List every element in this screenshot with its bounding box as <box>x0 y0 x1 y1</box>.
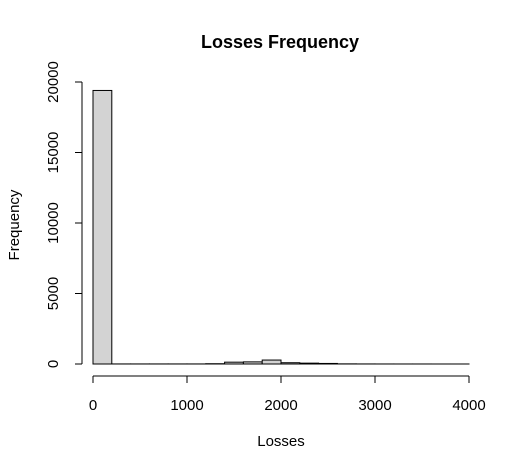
histogram-bar-0 <box>92 89 113 365</box>
histogram-bar-8 <box>242 361 263 365</box>
histogram-bar-7 <box>224 361 244 365</box>
x-tick-label-0: 0 <box>89 397 97 414</box>
histogram-bar-9 <box>261 359 282 365</box>
y-tick-label-5000: 5000 <box>45 277 62 310</box>
x-tick-label-3000: 3000 <box>358 397 391 414</box>
x-axis: 0 1000 2000 3000 4000 <box>89 375 486 414</box>
x-tick-label-4000: 4000 <box>452 397 485 414</box>
y-axis: 0 5000 10000 15000 20000 <box>45 61 83 368</box>
histogram-bar-12 <box>318 362 338 365</box>
x-tick-label-2000: 2000 <box>264 397 297 414</box>
histogram-bar-11 <box>299 362 320 365</box>
x-tick-label-1000: 1000 <box>170 397 203 414</box>
y-tick-label-20000: 20000 <box>45 61 62 103</box>
y-tick-label-10000: 10000 <box>45 202 62 244</box>
bars-group <box>92 89 470 365</box>
x-axis-label: Losses <box>257 433 305 450</box>
y-tick-label-0: 0 <box>45 360 62 368</box>
histogram-bar-10 <box>280 362 301 365</box>
chart-title: Losses Frequency <box>201 32 359 52</box>
y-tick-label-15000: 15000 <box>45 132 62 174</box>
y-axis-label: Frequency <box>6 189 23 260</box>
